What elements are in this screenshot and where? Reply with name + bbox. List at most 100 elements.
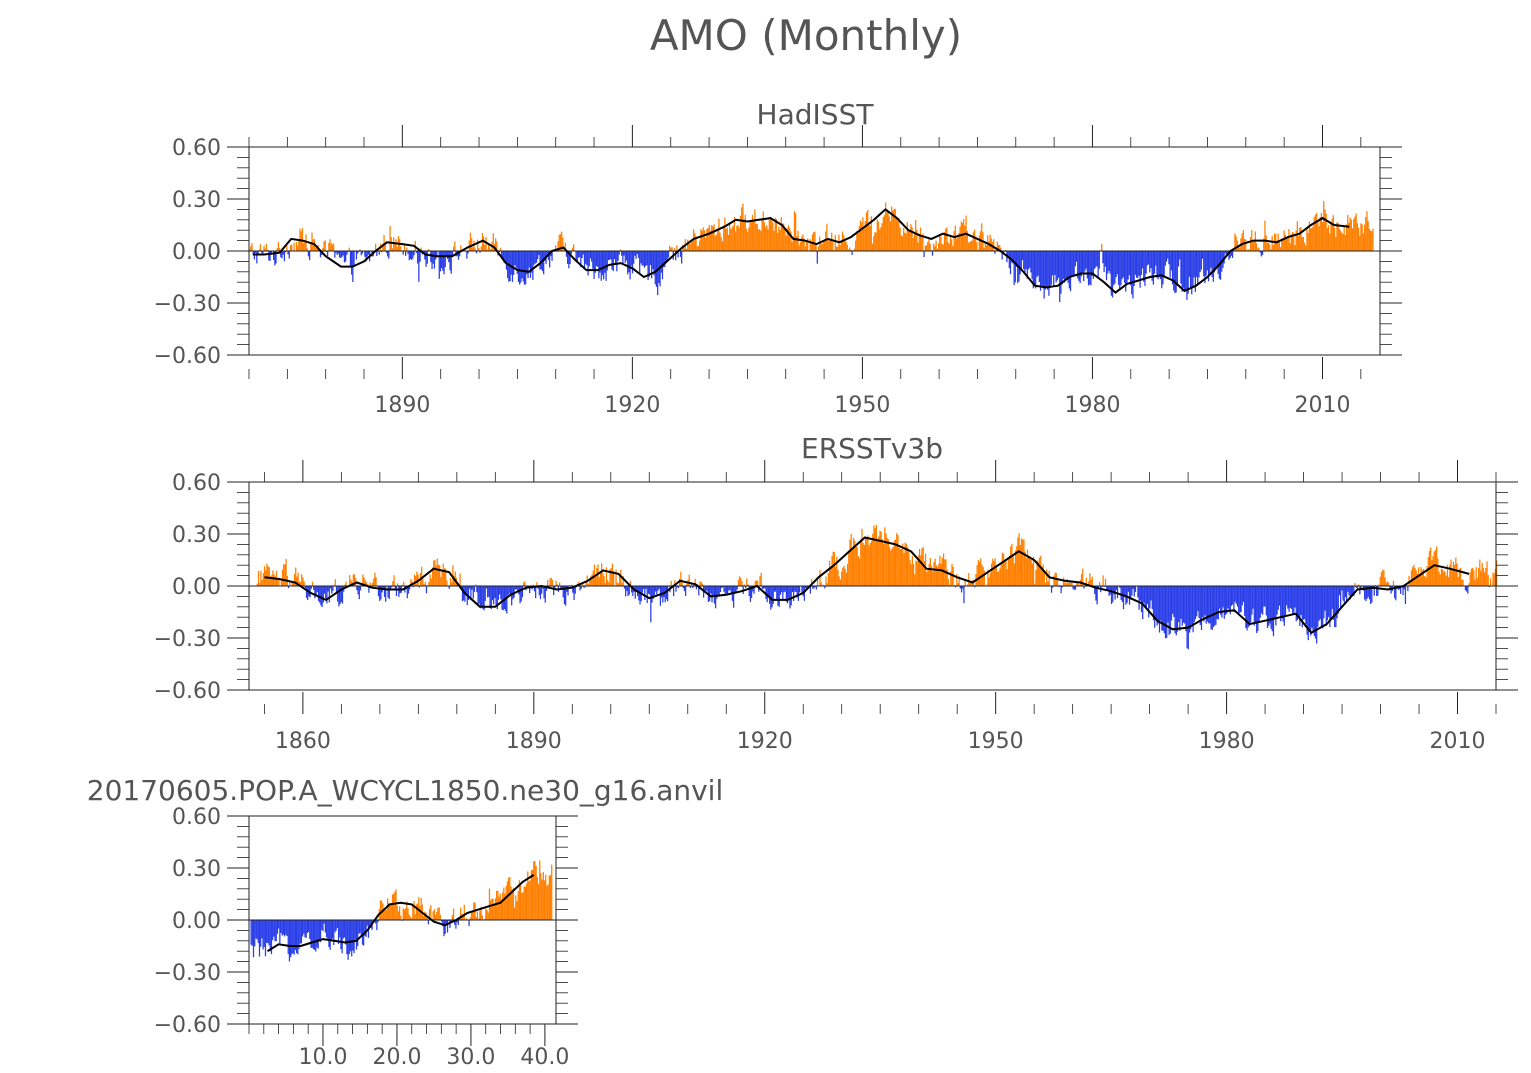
negative-anomaly-bar — [278, 920, 280, 929]
negative-anomaly-bar — [954, 586, 957, 588]
negative-anomaly-bar — [287, 920, 289, 955]
negative-anomaly-bar — [1352, 586, 1354, 595]
positive-anomaly-bar — [985, 245, 988, 251]
negative-anomaly-bar — [812, 586, 814, 589]
positive-anomaly-bar — [261, 579, 263, 586]
negative-anomaly-bar — [1464, 586, 1467, 591]
negative-anomaly-bar — [267, 920, 269, 944]
negative-anomaly-bar — [647, 586, 650, 594]
negative-anomaly-bar — [1389, 586, 1391, 590]
negative-anomaly-bar — [1289, 586, 1291, 608]
positive-anomaly-bar — [689, 243, 691, 251]
positive-anomaly-bar — [948, 584, 951, 586]
positive-anomaly-bar — [926, 572, 928, 586]
positive-anomaly-bar — [822, 584, 825, 586]
positive-anomaly-bar — [551, 864, 553, 920]
negative-anomaly-bar — [632, 586, 634, 596]
negative-anomaly-bar — [1051, 251, 1054, 276]
positive-anomaly-bar — [1424, 576, 1426, 586]
positive-anomaly-bar — [571, 247, 574, 251]
negative-anomaly-bar — [676, 586, 678, 588]
negative-anomaly-bar — [475, 251, 478, 254]
negative-anomaly-bar — [648, 251, 650, 277]
negative-anomaly-bar — [281, 920, 283, 936]
positive-anomaly-bar — [472, 247, 474, 251]
positive-anomaly-bar — [820, 240, 822, 251]
positive-anomaly-bar — [616, 582, 618, 586]
negative-anomaly-bar — [797, 586, 800, 601]
negative-anomaly-bar — [695, 586, 698, 590]
negative-anomaly-bar — [1313, 586, 1315, 636]
negative-anomaly-bar — [1062, 251, 1064, 279]
negative-anomaly-bar — [1124, 586, 1126, 598]
positive-anomaly-bar — [1337, 222, 1339, 251]
negative-anomaly-bar — [1060, 586, 1062, 594]
positive-anomaly-bar — [549, 875, 552, 920]
negative-anomaly-bar — [305, 920, 307, 938]
positive-anomaly-bar — [561, 231, 563, 251]
positive-anomaly-bar — [1311, 228, 1313, 251]
negative-anomaly-bar — [652, 251, 654, 270]
negative-anomaly-bar — [457, 920, 459, 925]
positive-anomaly-bar — [1255, 243, 1258, 251]
positive-anomaly-bar — [596, 567, 598, 586]
negative-anomaly-bar — [347, 251, 349, 253]
negative-anomaly-bar — [1025, 251, 1027, 270]
negative-anomaly-bar — [1198, 586, 1200, 619]
positive-anomaly-bar — [391, 894, 394, 920]
positive-anomaly-bar — [260, 570, 262, 586]
positive-anomaly-bar — [780, 217, 782, 251]
negative-anomaly-bar — [323, 920, 325, 924]
negative-anomaly-bar — [1035, 251, 1037, 289]
positive-anomaly-bar — [819, 570, 821, 586]
positive-anomaly-bar — [622, 575, 624, 586]
negative-anomaly-bar — [431, 251, 433, 270]
negative-anomaly-bar — [1223, 586, 1225, 619]
negative-anomaly-bar — [1081, 251, 1084, 273]
positive-anomaly-bar — [443, 568, 446, 586]
positive-anomaly-bar — [826, 223, 828, 251]
negative-anomaly-bar — [1188, 251, 1190, 277]
negative-anomaly-bar — [1031, 251, 1033, 280]
positive-anomaly-bar — [610, 567, 612, 586]
positive-anomaly-bar — [499, 893, 501, 920]
positive-anomaly-bar — [291, 582, 293, 586]
negative-anomaly-bar — [355, 920, 358, 950]
negative-anomaly-bar — [568, 251, 570, 269]
negative-anomaly-bar — [802, 586, 804, 597]
negative-anomaly-bar — [640, 251, 642, 264]
positive-anomaly-bar — [686, 583, 688, 586]
positive-anomaly-bar — [790, 231, 792, 251]
negative-anomaly-bar — [307, 920, 310, 932]
positive-anomaly-bar — [743, 219, 745, 251]
negative-anomaly-bar — [1364, 586, 1366, 600]
negative-anomaly-bar — [287, 586, 290, 589]
positive-anomaly-bar — [559, 582, 561, 586]
positive-anomaly-bar — [856, 547, 858, 586]
negative-anomaly-bar — [639, 586, 641, 605]
negative-anomaly-bar — [824, 586, 826, 589]
negative-anomaly-bar — [322, 586, 324, 603]
negative-anomaly-bar — [285, 251, 287, 253]
negative-anomaly-bar — [618, 251, 620, 255]
positive-anomaly-bar — [958, 576, 960, 586]
positive-anomaly-bar — [500, 899, 503, 920]
positive-anomaly-bar — [894, 539, 897, 586]
negative-anomaly-bar — [513, 586, 515, 598]
negative-anomaly-bar — [803, 586, 806, 601]
negative-anomaly-bar — [1113, 251, 1115, 286]
positive-anomaly-bar — [629, 580, 632, 586]
negative-anomaly-bar — [310, 920, 312, 948]
positive-anomaly-bar — [558, 234, 560, 251]
positive-anomaly-bar — [1325, 213, 1327, 251]
negative-anomaly-bar — [642, 251, 644, 266]
negative-anomaly-bar — [1169, 251, 1171, 278]
positive-anomaly-bar — [1319, 216, 1321, 251]
positive-anomaly-bar — [671, 247, 673, 251]
negative-anomaly-bar — [1021, 251, 1024, 261]
negative-anomaly-bar — [1144, 251, 1146, 286]
negative-anomaly-bar — [331, 920, 334, 939]
negative-anomaly-bar — [654, 251, 656, 285]
negative-anomaly-bar — [501, 586, 503, 610]
positive-anomaly-bar — [1413, 564, 1415, 586]
